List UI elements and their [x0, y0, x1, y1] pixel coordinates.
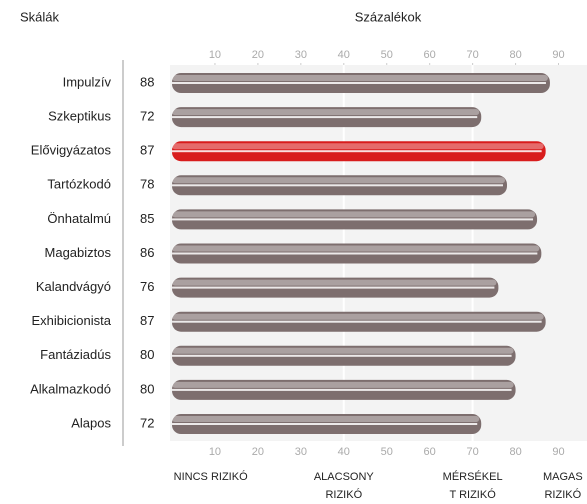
bar-shine [172, 109, 480, 116]
x-tick-label: 10 [209, 446, 221, 458]
bar-line [172, 388, 512, 391]
axis-label: Százalékok [355, 9, 422, 24]
x-tick-label: 20 [252, 49, 264, 61]
band-label: RIZIKÓ [325, 488, 362, 501]
bar-shine [172, 211, 536, 218]
bar-shine [172, 245, 540, 252]
value-label: 86 [140, 245, 154, 260]
bar-line [172, 423, 478, 425]
category-label: Tartózkodó [47, 177, 111, 192]
bar-shine [172, 347, 514, 354]
category-label: Magabiztos [45, 245, 112, 260]
bar-shine [172, 313, 544, 320]
x-tick-label: 30 [295, 446, 307, 458]
x-tick-label: 60 [424, 446, 436, 458]
x-tick-label: 40 [338, 446, 350, 458]
value-label: 80 [140, 347, 154, 362]
value-label: 80 [140, 381, 154, 396]
x-tick-label: 40 [338, 49, 350, 61]
x-tick-label: 10 [209, 49, 221, 61]
band-label: ALACSONY [314, 471, 375, 483]
value-label: 76 [140, 279, 154, 294]
value-label: 85 [140, 211, 154, 226]
category-label: Önhatalmú [47, 211, 111, 226]
x-tick-label: 90 [552, 446, 564, 458]
bar-line [172, 150, 542, 153]
x-tick-label: 30 [295, 49, 307, 61]
band-label: MÉRSÉKEL [443, 470, 503, 483]
bar-line [172, 116, 478, 119]
bar-line [172, 218, 534, 221]
bar-shine [172, 279, 497, 286]
value-label: 78 [140, 177, 154, 192]
x-tick-label: 50 [381, 49, 393, 61]
x-tick-label: 50 [381, 446, 393, 458]
chart-title: Skálák [20, 9, 60, 24]
bar-line [172, 184, 503, 187]
category-label: Kalandvágyó [36, 279, 111, 294]
bar-line [172, 82, 546, 84]
category-label: Szkeptikus [48, 109, 111, 124]
band-label: T RIZIKÓ [450, 488, 497, 501]
bar-shine [172, 381, 514, 388]
x-tick-label: 70 [467, 446, 479, 458]
x-tick-label: 90 [552, 49, 564, 61]
x-tick-label: 80 [509, 49, 521, 61]
value-label: 87 [140, 313, 154, 328]
category-label: Impulzív [63, 74, 112, 89]
bar-shine [172, 143, 544, 150]
x-tick-label: 70 [467, 49, 479, 61]
value-label: 88 [140, 74, 154, 89]
category-label: Alkalmazkodó [30, 381, 111, 396]
bar-line [172, 286, 495, 289]
bar-shine [172, 75, 548, 81]
category-label: Exhibicionista [32, 313, 112, 328]
x-tick-label: 80 [509, 446, 521, 458]
value-label: 72 [140, 415, 154, 430]
value-label: 87 [140, 143, 154, 158]
band-label: RIZIKÓ [544, 488, 581, 501]
category-label: Alapos [71, 415, 111, 430]
bar-line [172, 252, 538, 255]
band-label: NINCS RIZIKÓ [174, 470, 248, 483]
value-label: 72 [140, 109, 154, 124]
x-tick-label: 60 [424, 49, 436, 61]
band-label: MAGAS [543, 471, 583, 483]
bar-line [172, 354, 512, 357]
category-label: Fantáziadús [40, 347, 111, 362]
bar-shine [172, 177, 505, 184]
category-label: Elővigyázatos [31, 143, 112, 158]
x-tick-label: 20 [252, 446, 264, 458]
bar-shine [172, 416, 480, 422]
bar-line [172, 320, 542, 323]
